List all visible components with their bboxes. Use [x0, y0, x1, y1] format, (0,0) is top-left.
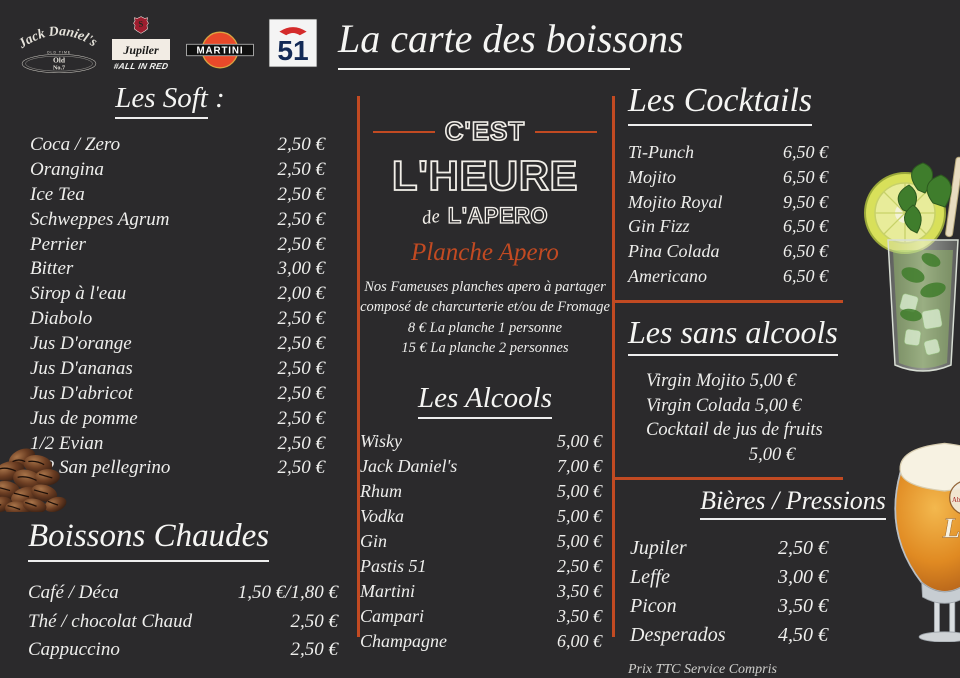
svg-text:Abbaye de: Abbaye de — [952, 497, 960, 504]
svg-text:Old: Old — [53, 56, 66, 65]
svg-text:Leffe: Leffe — [942, 513, 960, 545]
svg-text:Jack Daniel's: Jack Daniel's — [18, 23, 100, 51]
svg-text:No.7: No.7 — [53, 65, 65, 71]
svg-text:MARTINI: MARTINI — [197, 46, 244, 57]
svg-text:OLD TIME: OLD TIME — [47, 50, 71, 54]
svg-text:51: 51 — [277, 34, 308, 66]
